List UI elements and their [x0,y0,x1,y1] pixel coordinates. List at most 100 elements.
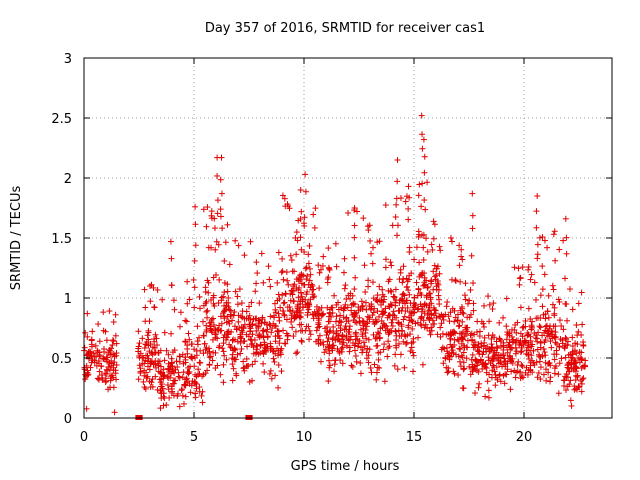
data-point [145,336,152,343]
data-point [139,335,146,342]
data-point [366,346,373,353]
data-point [333,328,340,335]
data-point [490,356,497,363]
data-point [487,360,494,367]
data-point [305,251,312,258]
data-point [562,275,569,282]
data-point [210,294,217,301]
data-point [539,234,546,241]
data-point [460,366,467,373]
data-point [475,384,482,391]
data-point [431,221,438,228]
data-point [177,309,184,316]
data-point [513,369,520,376]
data-point [362,299,369,306]
data-point [280,308,287,315]
data-point [324,279,331,286]
data-point [575,328,582,335]
data-point [556,317,563,324]
data-point [218,190,225,197]
data-point [347,295,354,302]
data-point [294,312,301,319]
data-point [386,329,393,336]
data-point [427,278,434,285]
data-point [265,263,272,270]
data-point [411,256,418,263]
data-point [464,324,471,331]
data-point [406,317,413,324]
data-point [226,306,233,313]
data-point [410,352,417,359]
data-point [88,359,95,366]
data-point [382,305,389,312]
data-point [284,304,291,311]
data-point [157,363,164,370]
data-point [395,319,402,326]
data-point [564,341,571,348]
data-point [394,222,401,229]
data-point [569,334,576,341]
data-point [533,208,540,215]
data-point [392,342,399,349]
data-point [497,378,504,385]
data-point [456,358,463,365]
data-point [275,249,282,256]
data-point [145,355,152,362]
data-point [535,329,542,336]
data-point [409,325,416,332]
data-point [569,349,576,356]
data-point [476,328,483,335]
data-point [202,346,209,353]
data-point [275,310,282,317]
data-point [218,154,225,161]
data-point [558,322,565,329]
data-point [146,378,153,385]
data-point [418,112,425,119]
data-point [321,349,328,356]
data-point [519,363,526,370]
data-point [268,375,275,382]
data-point [230,365,237,372]
data-point [241,252,248,259]
data-point [140,378,147,385]
data-point [237,313,244,320]
data-point [267,283,274,290]
data-point [179,392,186,399]
data-point [253,342,260,349]
data-point [322,346,329,353]
data-point [361,262,368,269]
data-point [81,344,88,351]
data-point [145,363,152,370]
data-point [157,405,164,412]
data-point [414,306,421,313]
data-point [307,331,314,338]
data-point [553,351,560,358]
data-point [417,315,424,322]
data-point [419,145,426,152]
data-point [421,197,428,204]
data-point [552,363,559,370]
data-point [168,385,175,392]
data-point [537,324,544,331]
data-point [512,344,519,351]
data-point [239,314,246,321]
data-point [110,362,117,369]
data-point [421,169,428,176]
data-point [110,384,117,391]
data-point [520,323,527,330]
data-point [320,339,327,346]
data-point [529,369,536,376]
data-point [226,261,233,268]
data-point [180,400,187,407]
data-point [449,238,456,245]
data-point [90,350,97,357]
data-point [415,192,422,199]
data-point [216,342,223,349]
data-point [536,234,543,241]
data-point [209,357,216,364]
data-point [326,364,333,371]
data-point [292,234,299,241]
data-point [206,345,213,352]
data-point [459,354,466,361]
data-point [89,343,96,350]
